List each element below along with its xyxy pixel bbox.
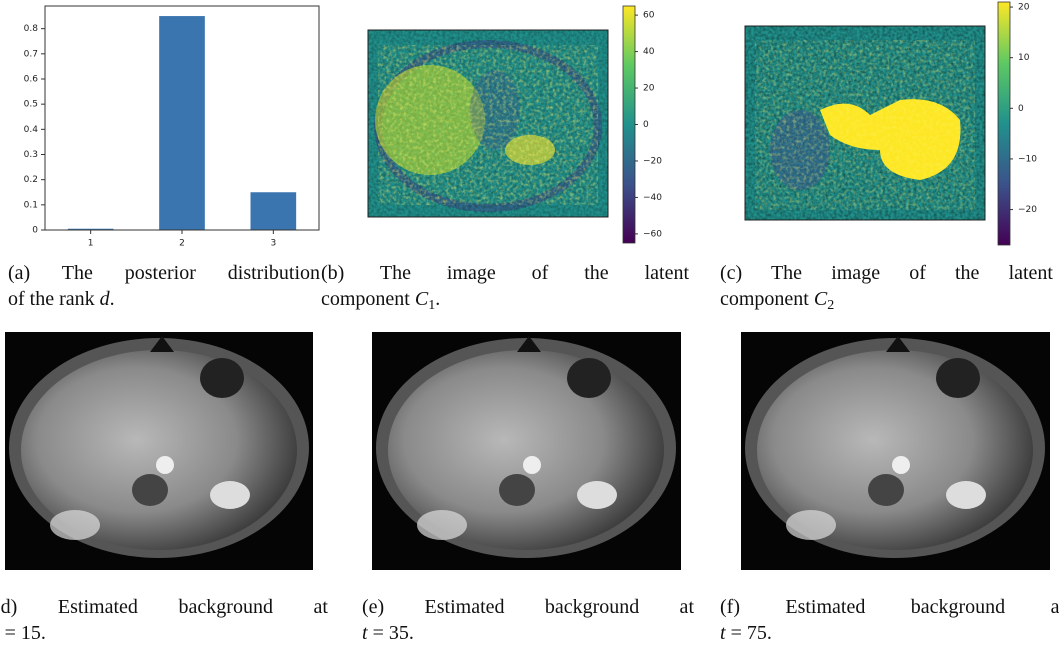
y-tick-label: 0.4 <box>24 125 39 135</box>
background-image-t15 <box>5 332 313 570</box>
caption-line: (f) Estimated background at <box>720 594 1059 620</box>
caption-text: . <box>40 622 46 644</box>
colorbar-tick-label: −40 <box>643 193 662 203</box>
y-tick-label: 0.1 <box>24 200 38 210</box>
caption-text: component <box>720 288 809 310</box>
caption-line: (e) Estimated background at <box>362 594 694 620</box>
bar <box>159 16 205 231</box>
colorbar-tick-label: 0 <box>1018 104 1024 114</box>
math-symbol: C <box>813 288 828 310</box>
colorbar-tick-label: −10 <box>1018 154 1037 164</box>
bar <box>67 228 114 230</box>
caption-text: (b) The image of the latent <box>321 262 689 284</box>
latent-image-c2 <box>744 25 986 221</box>
y-tick-label: 0.6 <box>24 74 39 84</box>
caption-text: . <box>109 288 115 310</box>
math-symbol: C <box>414 288 429 310</box>
latent-image-c1 <box>367 29 609 218</box>
caption-text: (e) Estimated background at <box>362 596 694 618</box>
caption-line: component C2 <box>720 286 1053 319</box>
caption-text: = 75 <box>730 622 767 644</box>
caption-line: of the rank d. <box>8 286 320 312</box>
colorbar-tick-label: 20 <box>643 84 655 94</box>
x-tick-label: 3 <box>270 239 276 249</box>
colorbar <box>622 5 636 244</box>
caption-text: (a) The posterior distribution <box>8 262 320 284</box>
caption-e: (e) Estimated background at t = 35. <box>362 594 694 646</box>
caption-text: (f) Estimated background at <box>720 596 1059 618</box>
math-symbol: t <box>720 622 726 644</box>
y-tick-label: 0.2 <box>24 175 38 185</box>
caption-text: = 35 <box>372 622 409 644</box>
colorbar-tick-label: −20 <box>643 156 662 166</box>
x-tick-label: 2 <box>179 239 185 249</box>
math-symbol: 1 <box>428 298 436 313</box>
caption-text: . <box>435 288 441 310</box>
colorbar-tick-label: 20 <box>1018 3 1030 13</box>
colorbar-tick-label: 10 <box>1018 53 1030 63</box>
caption-b: (b) The image of the latent component C1. <box>321 260 689 319</box>
caption-line: t = 75. <box>720 620 1059 646</box>
colorbar-tick-label: 40 <box>643 47 655 57</box>
caption-line: t= 15. <box>0 620 328 646</box>
caption-line: t = 35. <box>362 620 694 646</box>
y-tick-label: 0.8 <box>24 24 39 34</box>
colorbar-tick-label: 0 <box>643 120 649 130</box>
caption-line: (d) Estimated background at <box>0 594 328 620</box>
caption-f: (f) Estimated background at t = 75. <box>720 594 1059 646</box>
y-tick-label: 0.5 <box>24 100 38 110</box>
y-tick-label: 0.7 <box>24 49 38 59</box>
caption-d: (d) Estimated background att= 15. <box>0 594 328 646</box>
colorbar <box>997 1 1011 246</box>
caption-line: (b) The image of the latent <box>321 260 689 286</box>
math-symbol: d <box>99 288 110 310</box>
caption-line: component C1. <box>321 286 689 319</box>
x-tick-label: 1 <box>88 239 94 249</box>
y-tick-label: 0.3 <box>24 150 38 160</box>
caption-text: . <box>408 622 414 644</box>
background-image-t75 <box>741 332 1050 570</box>
axes-frame <box>44 5 320 231</box>
math-symbol: 2 <box>827 298 835 313</box>
caption-text: component <box>321 288 410 310</box>
caption-line: (c) The image of the latent <box>720 260 1053 286</box>
colorbar-tick-label: 60 <box>643 11 655 21</box>
colorbar-tick-label: −20 <box>1018 205 1037 215</box>
caption-text: (d) Estimated background at <box>0 596 328 618</box>
bar <box>250 192 297 230</box>
caption-text: . <box>766 622 772 644</box>
caption-text: (c) The image of the latent <box>720 262 1053 284</box>
caption-a: (a) The posterior distribution of the ran… <box>8 260 320 312</box>
caption-c: (c) The image of the latent component C2 <box>720 260 1053 319</box>
math-symbol: t <box>362 622 368 644</box>
colorbar-tick-label: −60 <box>643 229 662 239</box>
y-tick-label: 0 <box>32 226 38 236</box>
background-image-t35 <box>372 332 681 570</box>
caption-text: = 15 <box>4 622 41 644</box>
caption-line: (a) The posterior distribution <box>8 260 320 286</box>
caption-text: of the rank <box>8 288 95 310</box>
